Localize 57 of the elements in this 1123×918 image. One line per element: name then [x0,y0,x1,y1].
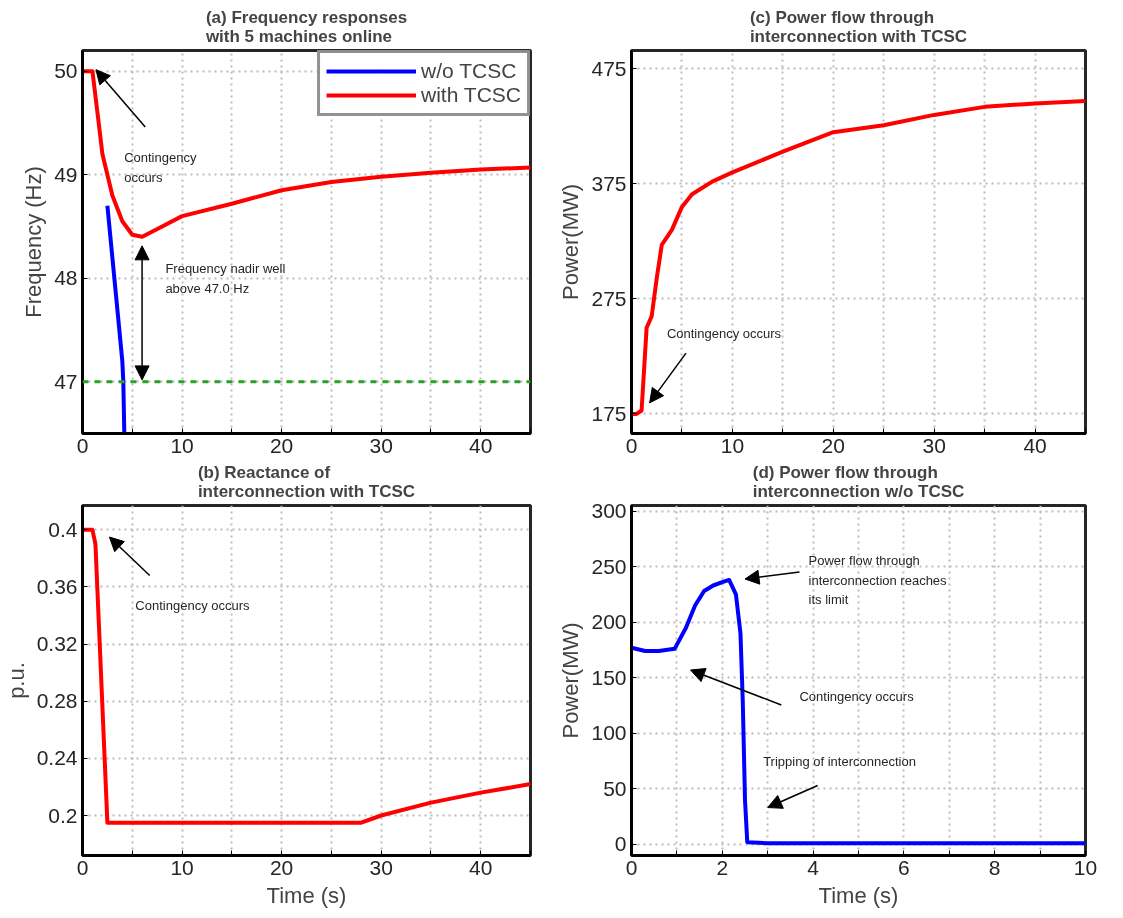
chart-title: (d) Power flow through interconnection w/o TCSC [752,462,965,501]
x-tick-label: 30 [369,855,393,879]
y-axis-title: Frequency (Hz) [21,166,47,318]
y-tick-label: 50 [54,59,78,83]
annotation: Frequency nadir well above 47.0 Hz [165,261,286,296]
x-tick-label: 30 [922,433,946,457]
x-tick-label: 6 [898,855,910,879]
y-tick-label: 47 [54,369,78,393]
x-tick-label: 4 [807,855,820,879]
x-tick-label: 20 [269,433,294,457]
y-tick-label: 200 [591,610,627,634]
y-tick-label: 300 [591,499,627,523]
x-tick-label: 10 [720,433,745,457]
annotation: Contingency occurs [666,326,782,342]
y-tick-label: 0.36 [36,574,78,598]
y-tick-label: 48 [54,266,78,290]
y-tick-label: 250 [591,554,627,578]
x-tick-label: 40 [469,433,493,457]
y-tick-label: 175 [591,401,627,425]
y-tick-label: 0.2 [48,803,78,827]
legend-label: with TCSC [421,83,521,107]
chart-title: (c) Power flow through interconnection with TCSC [749,7,968,46]
annotation: Contingency occurs [124,150,197,185]
x-tick-label: 10 [170,433,194,457]
x-tick-label: 10 [170,855,194,879]
y-axis-title: Power(MW) [558,183,584,301]
x-tick-label: 10 [1073,855,1098,879]
chart-title: (b) Reactance of interconnection with TCSC [197,462,416,501]
legend-label: w/o TCSC [421,59,517,83]
y-tick-label: 49 [54,162,78,186]
annotation: Tripping of interconnection [763,754,916,769]
annotation: Power flow through interconnection reaches its limit [808,553,948,608]
y-tick-label: 0.4 [48,517,78,541]
annotation: Contingency occurs [135,598,251,614]
y-tick-label: 50 [603,776,627,800]
x-axis-title: Time (s) [818,882,899,908]
x-tick-label: 20 [821,433,845,457]
y-tick-label: 0.24 [36,746,78,770]
x-tick-label: 8 [988,855,1001,879]
y-tick-label: 275 [591,286,627,310]
y-axis-title: p.u. [3,662,29,699]
x-tick-label: 40 [1023,433,1047,457]
x-axis-title: Time (s) [266,882,347,908]
y-tick-label: 0.32 [36,632,78,656]
y-tick-label: 375 [591,171,627,195]
y-tick-label: 0.28 [36,689,78,713]
y-axis-title: Power(MW) [558,622,584,739]
x-tick-label: 20 [269,855,294,879]
y-tick-label: 0 [614,832,627,856]
annotation: Contingency occurs [799,688,915,704]
y-tick-label: 100 [591,721,627,745]
x-tick-label: 30 [369,433,393,457]
y-tick-label: 475 [591,56,627,80]
x-tick-label: 2 [716,855,729,879]
y-tick-label: 150 [591,665,627,689]
x-tick-label: 40 [469,855,493,879]
chart-title: (a) Frequency responses with 5 machines online [204,7,408,46]
